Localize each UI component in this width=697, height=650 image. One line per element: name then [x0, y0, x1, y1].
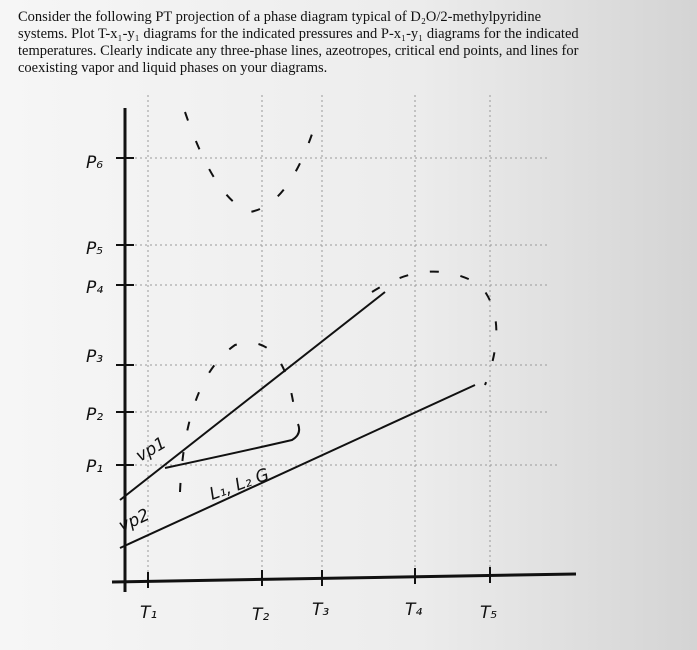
text-line: Consider the following PT projection of …	[18, 9, 541, 25]
problem-text: Consider the following PT projection of …	[18, 9, 579, 76]
curve-label: L₁, L₂ G	[207, 465, 272, 505]
text-line: coexisting vapor and liquid phases on yo…	[18, 60, 327, 76]
curve-label: vp1	[133, 433, 170, 466]
axes	[111, 108, 577, 592]
text-line: temperatures. Clearly indicate any three…	[18, 43, 579, 59]
pressure-label: P₅	[86, 239, 103, 259]
lower-critical-curve	[179, 341, 296, 493]
grid	[125, 95, 560, 578]
vapor-pressure-1	[119, 291, 386, 501]
x-ticks	[147, 567, 491, 588]
temperature-label: T₃	[312, 600, 329, 620]
temperature-labels: T₁ T₂ T₃ T₄ T₅	[140, 600, 497, 625]
y-ticks	[116, 157, 134, 466]
right-critical-curve	[371, 270, 498, 386]
pressure-label: P₁	[86, 457, 103, 477]
temperature-label: T₅	[480, 603, 497, 623]
pressure-label: P₂	[86, 405, 103, 425]
pressure-labels: P₆ P₅ P₄ P₃ P₂ P₁	[86, 153, 103, 477]
text-line: systems. Plot T-x₁-y₁ diagrams for the i…	[18, 26, 579, 42]
three-phase-line	[164, 423, 301, 469]
curves	[119, 111, 498, 549]
x-axis	[111, 572, 577, 584]
upper-critical-curve	[184, 111, 317, 214]
temperature-label: T₄	[405, 600, 422, 620]
temperature-label: T₁	[140, 603, 157, 623]
pressure-label: P₆	[86, 153, 103, 173]
pressure-label: P₄	[86, 278, 103, 298]
curve-label: vp2	[116, 505, 153, 537]
pressure-label: P₃	[86, 347, 103, 367]
temperature-label: T₂	[252, 605, 269, 625]
vapor-pressure-2	[119, 384, 476, 549]
